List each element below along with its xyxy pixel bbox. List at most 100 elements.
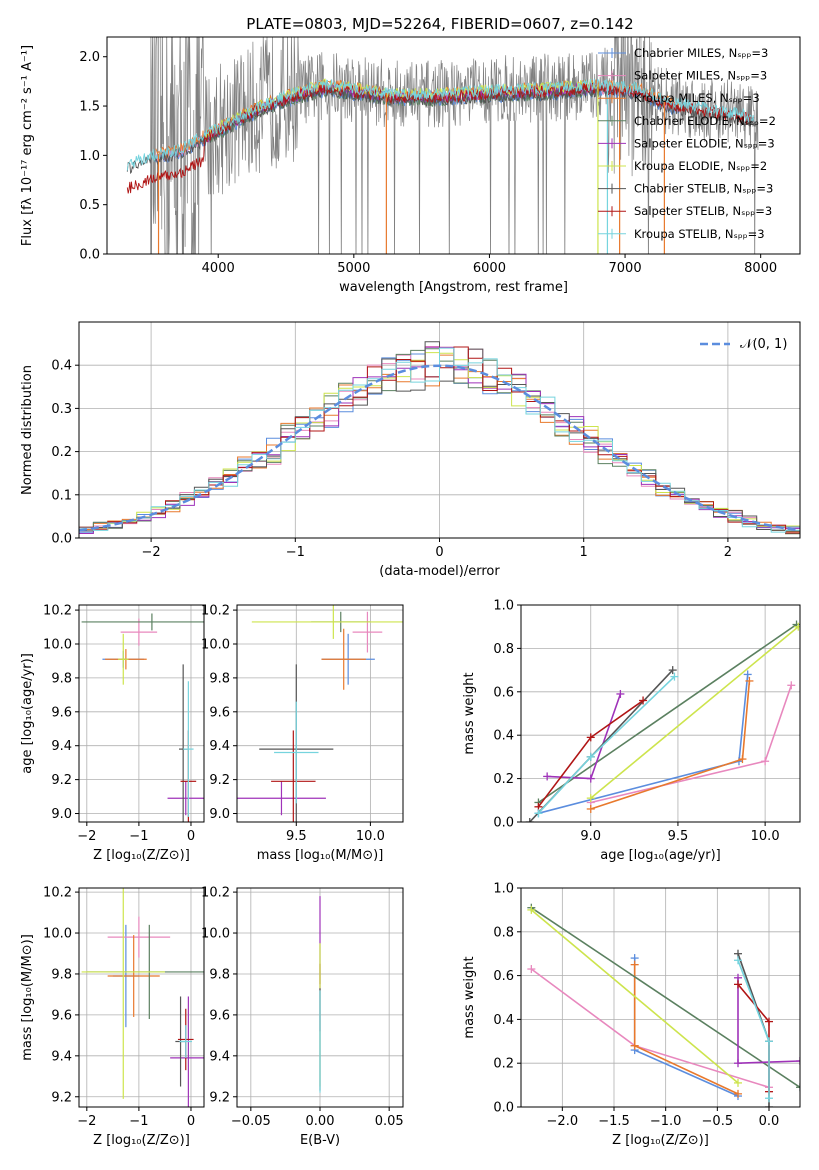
axes-frame [106, 36, 801, 255]
y-tick-label: 0.0 [51, 532, 72, 547]
x-tick-label: 8000 [744, 261, 777, 276]
y-tick-label: 0.5 [79, 198, 100, 213]
y-tick-label: 9.8 [51, 671, 72, 686]
legend-entry: Kroupa ELODIE, Nₛₚₚ=2 [634, 159, 767, 173]
mass-vs-Z-panel: −2 −1 0 9.2 9.4 9.6 9.8 10.0 10.2 Z [log₁₀(Z/Z⊙)]… [20, 886, 205, 1148]
y-axis-label: Flux [fλ 10⁻¹⁷ erg cm⁻² s⁻¹ A⁻¹] [20, 45, 35, 246]
weight-line [530, 909, 739, 1084]
x-tick-label: −1 [129, 1114, 148, 1129]
y-tick-label: 0.3 [51, 402, 72, 417]
x-tick-label: −1.0 [650, 1114, 682, 1129]
y-tick-label: 9.4 [209, 1049, 230, 1064]
legend-entry: Kroupa STELIB, Nₛₚₚ=3 [634, 227, 765, 241]
x-tick-label: 6000 [473, 261, 506, 276]
y-tick-label: 9.8 [51, 967, 72, 982]
model-spectrum-kroupa-stelib [126, 78, 755, 171]
x-tick-label: 1 [580, 545, 588, 560]
residuals-panel: −2 −1 0 1 2 0.0 0.1 0.2 0.3 0.4 (data-model)/error… [20, 321, 801, 579]
x-tick-label: 9.5 [668, 829, 689, 844]
x-tick-label: 0.00 [306, 1114, 335, 1129]
weight-line [530, 907, 800, 1088]
residuals-data [79, 341, 800, 537]
x-axis-label: wavelength [Angstrom, rest frame] [339, 280, 568, 295]
weight-line [590, 626, 799, 799]
x-tick-label: 7000 [609, 261, 642, 276]
spectrum-panel: 4000 5000 6000 7000 8000 0.0 0.5 1.0 1.5 2.0 wavel… [20, 36, 801, 295]
x-tick-label: −2 [142, 545, 161, 560]
y-tick-label: 9.6 [209, 1008, 230, 1023]
y-tick-label: 0.6 [493, 969, 514, 984]
y-tick-label: 10.0 [201, 637, 230, 652]
x-axis-label: mass [log₁₀(M/M⊙)] [257, 848, 384, 863]
y-tick-label: 1.5 [79, 100, 100, 115]
x-axis-label: (data-model)/error [379, 564, 500, 579]
y-tick-label: 0.6 [493, 685, 514, 700]
legend-entry: Kroupa MILES, Nₛₚₚ=3 [634, 91, 760, 105]
y-tick-label: 0.1 [51, 488, 72, 503]
y-tick-label: 0.4 [493, 1013, 514, 1028]
x-axis-label: age [log₁₀(age/yr)] [600, 848, 721, 863]
errorbar-data [237, 605, 403, 822]
x-tick-label: −2.0 [547, 1114, 579, 1129]
y-axis-label: age [log₁₀(age/yr)] [20, 653, 35, 774]
y-tick-label: 9.6 [209, 705, 230, 720]
y-tick-label: 2.0 [79, 50, 100, 65]
x-tick-label: −1 [129, 829, 148, 844]
y-axis-label: mass weight [462, 956, 477, 1038]
y-tick-label: 9.4 [209, 739, 230, 754]
normal-curve [79, 364, 800, 532]
y-tick-label: 0.8 [493, 925, 514, 940]
x-tick-label: −2 [77, 829, 96, 844]
axes-frame [236, 604, 404, 823]
y-tick-label: 9.6 [51, 1008, 72, 1023]
x-axis-label: Z [log₁₀(Z/Z⊙)] [93, 1133, 190, 1148]
x-axis-label: Z [log₁₀(Z/Z⊙)] [93, 848, 190, 863]
y-tick-label: 10.2 [43, 886, 72, 901]
mass-vs-ebv-panel: −0.05 0.00 0.05 9.2 9.4 9.6 9.8 10.0 10.2 E(B-V) [201, 886, 404, 1148]
y-axis-label: Normed distribution [20, 365, 35, 495]
y-tick-label: 10.2 [43, 604, 72, 619]
axes-frame [78, 887, 205, 1108]
errorbar-data [81, 613, 204, 822]
x-tick-label: 0 [435, 545, 443, 560]
x-tick-label: 0 [187, 1114, 195, 1129]
y-tick-label: 9.8 [209, 967, 230, 982]
y-tick-label: 1.0 [493, 599, 514, 614]
y-tick-label: 9.0 [209, 807, 230, 822]
legend-entry: Salpeter STELIB, Nₛₚₚ=3 [634, 204, 772, 218]
y-tick-label: 0.8 [493, 642, 514, 657]
figure-title: PLATE=0803, MJD=52264, FIBERID=0607, z=0… [246, 15, 633, 33]
y-tick-label: 1.0 [493, 882, 514, 897]
y-tick-label: 0.0 [493, 1101, 514, 1116]
x-tick-label: 2 [724, 545, 732, 560]
y-tick-label: 10.2 [201, 886, 230, 901]
axes-frame [520, 604, 801, 823]
x-tick-label: −0.05 [231, 1114, 271, 1129]
legend-entry: 𝒩(0, 1) [740, 337, 787, 352]
age-vs-Z-panel: −2 −1 0 9.0 9.2 9.4 9.6 9.8 10.0 10.2 Z [log₁₀(Z/Z… [20, 604, 205, 863]
weight-data [527, 903, 800, 1107]
weight-vs-age-panel: 9.0 9.5 10.0 0.0 0.2 0.4 0.6 0.8 1.0 age [log₁₀(a… [462, 599, 801, 863]
y-tick-label: 9.4 [51, 739, 72, 754]
y-tick-label: 10.0 [43, 927, 72, 942]
x-tick-label: −1 [286, 545, 305, 560]
x-tick-label: 10.0 [356, 829, 385, 844]
x-tick-label: 5000 [337, 261, 370, 276]
x-tick-label: −2 [77, 1114, 96, 1129]
errorbar-data [81, 888, 204, 1107]
y-tick-label: 9.2 [209, 1090, 230, 1105]
legend-entry: Chabrier ELODIE, Nₛₚₚ=2 [634, 114, 776, 128]
x-tick-label: 0.0 [759, 1114, 780, 1129]
x-axis-label: Z [log₁₀(Z/Z⊙)] [612, 1133, 709, 1148]
x-tick-label: 0.05 [375, 1114, 404, 1129]
weight-line [537, 623, 797, 804]
y-tick-label: 0.0 [79, 248, 100, 263]
observed-spectrum [150, 37, 759, 254]
weight-data [525, 620, 800, 822]
y-tick-label: 10.0 [201, 927, 230, 942]
spectrum-data [126, 37, 759, 254]
y-axis-label: mass [log₁₀(M/M⊙)] [20, 934, 35, 1061]
x-axis-label: E(B-V) [300, 1133, 340, 1148]
y-tick-label: 0.0 [493, 816, 514, 831]
y-tick-label: 9.6 [51, 705, 72, 720]
